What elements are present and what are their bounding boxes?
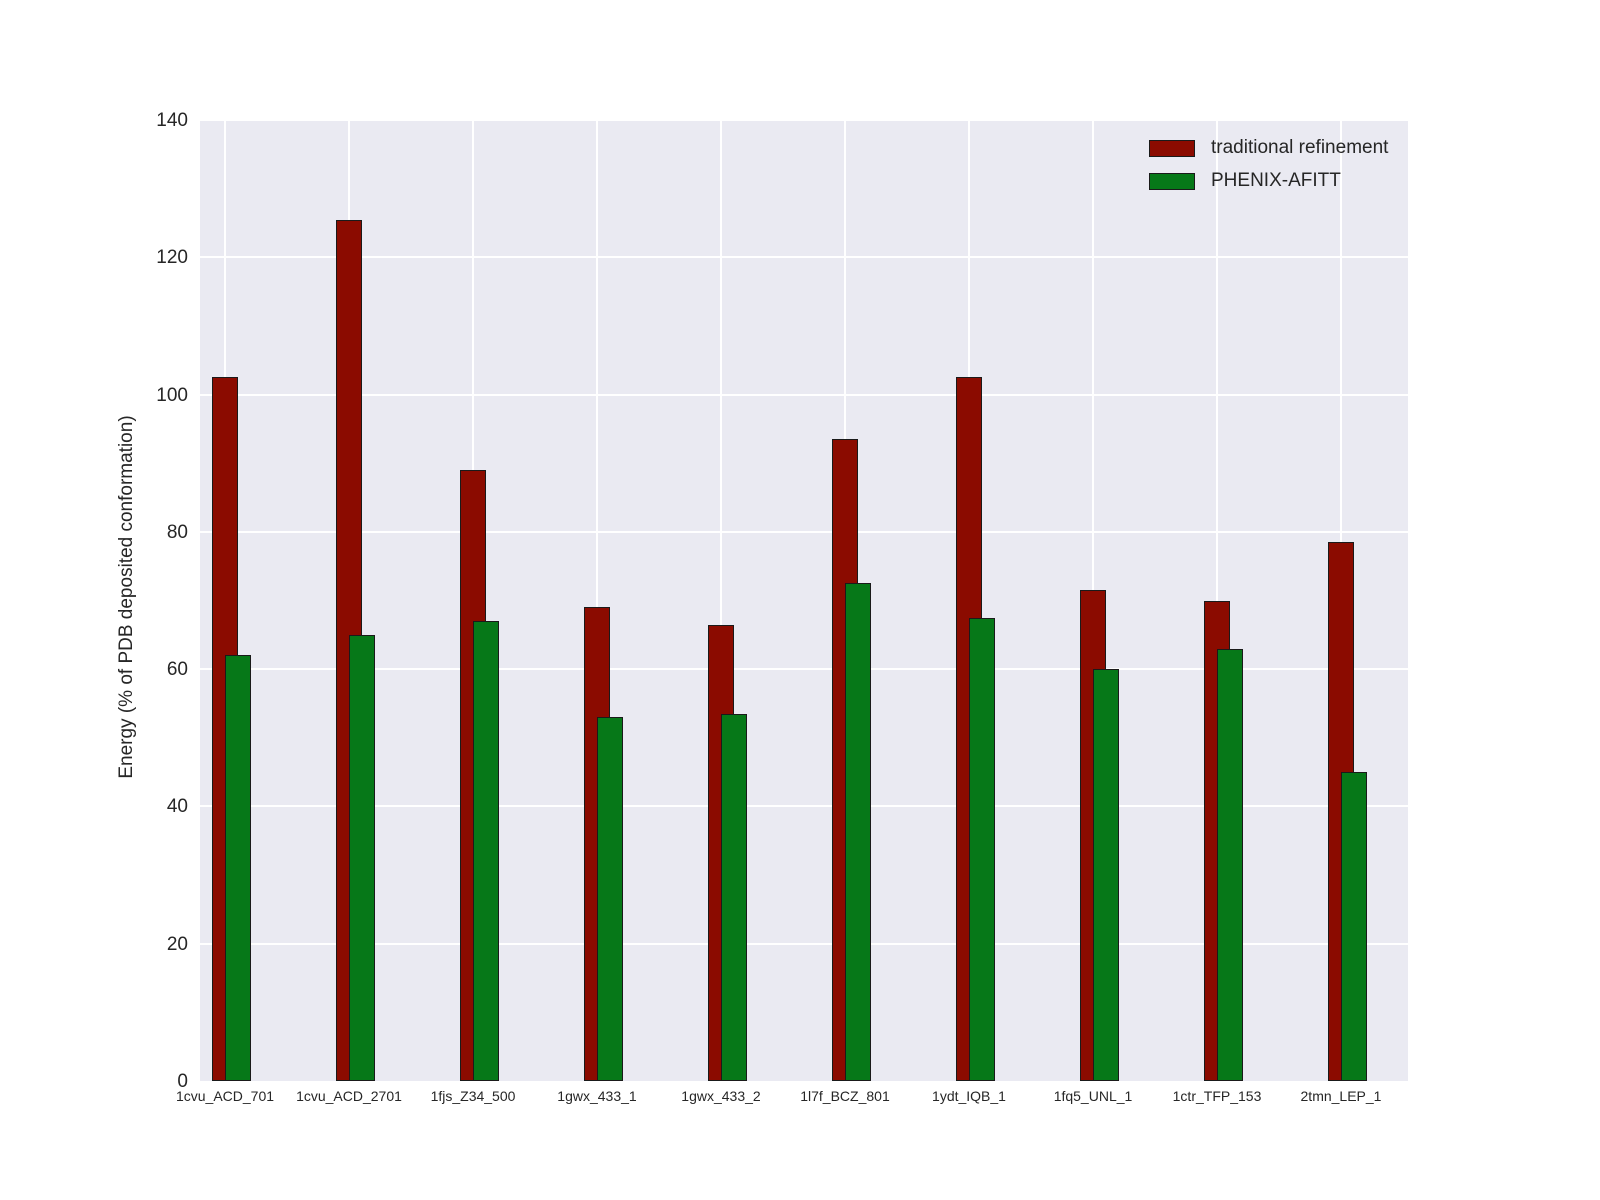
gridline-horizontal — [200, 805, 1408, 808]
plot-area — [200, 119, 1408, 1081]
bar-phenix-afitt-1cvu_ACD_2701 — [349, 634, 375, 1081]
gridline-vertical — [720, 120, 722, 1081]
bar-phenix-afitt-2tmn_LEP_1 — [1341, 772, 1367, 1081]
y-tick-label: 100 — [156, 384, 188, 406]
y-tick-label: 60 — [166, 659, 188, 681]
bar-phenix-afitt-1fq5_UNL_1 — [1093, 669, 1119, 1081]
y-tick-label: 0 — [177, 1071, 188, 1092]
bar-phenix-afitt-1fjs_Z34_500 — [473, 621, 499, 1081]
legend-item: traditional refinement — [1149, 136, 1388, 160]
x-tick-label: 1fq5_UNL_1 — [1053, 1088, 1133, 1104]
x-tick-label: 1gwx_433_1 — [557, 1088, 637, 1104]
legend: traditional refinement PHENIX-AFITT — [1149, 136, 1388, 202]
legend-swatch-icon — [1149, 172, 1195, 190]
gridline-horizontal — [200, 942, 1408, 945]
x-tick-label: 1cvu_ACD_701 — [175, 1088, 275, 1104]
x-tick-label: 1ydt_IQB_1 — [932, 1088, 1006, 1104]
legend-label: PHENIX-AFITT — [1211, 170, 1341, 191]
y-tick-label: 80 — [166, 521, 188, 543]
legend-swatch-icon — [1149, 139, 1195, 157]
gridline-horizontal — [200, 668, 1408, 671]
y-axis-label: Energy (% of PDB deposited conformation) — [116, 415, 137, 779]
x-tick-label: 1fjs_Z34_500 — [430, 1088, 516, 1104]
y-tick-label: 40 — [166, 796, 188, 818]
gridline-horizontal — [200, 393, 1408, 396]
x-tick-label: 1cvu_ACD_2701 — [296, 1088, 402, 1104]
y-tick-label: 140 — [156, 110, 188, 131]
x-tick-label: 1ctr_TFP_153 — [1172, 1088, 1262, 1104]
gridline-vertical — [596, 120, 598, 1081]
y-tick-label: 120 — [156, 247, 188, 269]
bar-phenix-afitt-1cvu_ACD_701 — [225, 655, 251, 1081]
bar-phenix-afitt-1gwx_433_2 — [721, 713, 747, 1081]
legend-item: PHENIX-AFITT — [1149, 169, 1388, 193]
x-tick-label: 2tmn_LEP_1 — [1300, 1088, 1382, 1104]
y-tick-label: 20 — [166, 933, 188, 955]
x-tick-label: 1l7f_BCZ_801 — [800, 1088, 890, 1104]
bar-phenix-afitt-1l7f_BCZ_801 — [845, 583, 871, 1081]
bar-phenix-afitt-1gwx_433_1 — [597, 717, 623, 1081]
gridline-horizontal — [200, 119, 1408, 121]
bar-phenix-afitt-1ydt_IQB_1 — [969, 617, 995, 1081]
gridline-horizontal — [200, 530, 1408, 533]
gridline-horizontal — [200, 256, 1408, 259]
bar-phenix-afitt-1ctr_TFP_153 — [1217, 648, 1243, 1081]
x-tick-label: 1gwx_433_2 — [681, 1088, 761, 1104]
legend-label: traditional refinement — [1211, 137, 1389, 158]
